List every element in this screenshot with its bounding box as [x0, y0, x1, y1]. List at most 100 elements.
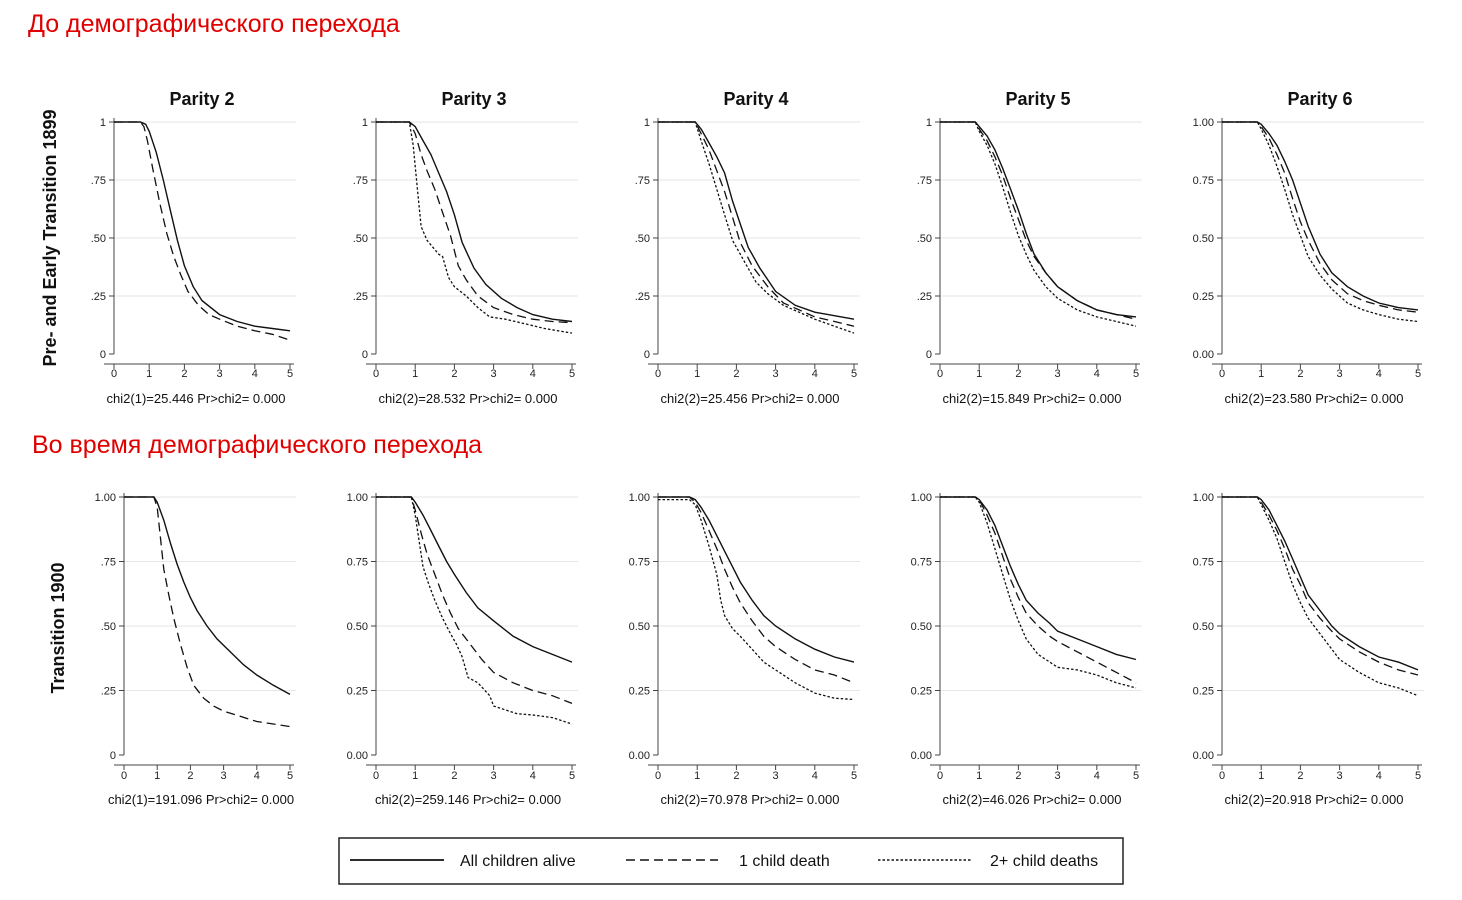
y-tick-label: 0.75 [629, 557, 650, 569]
y-tick-label: 0.50 [347, 621, 368, 633]
x-tick-label: 2 [1015, 368, 1021, 380]
y-tick-label: 1.00 [347, 492, 368, 504]
y-tick-label: .25 [635, 291, 650, 303]
series-line-all-children-alive [376, 496, 573, 663]
x-tick-label: 1 [154, 770, 160, 782]
x-tick-label: 5 [1133, 368, 1139, 380]
y-tick-label: .50 [101, 621, 116, 633]
y-tick-label: 1 [926, 117, 932, 129]
y-tick-label: 0.50 [911, 621, 932, 633]
x-tick-label: 4 [254, 770, 260, 782]
panel-r1-c3: Parity 4 0 .25 .50 .75 1 0 1 2 3 4 5 chi2(2)=25.456 … [592, 77, 872, 427]
x-tick-label: 1 [412, 368, 418, 380]
y-tick-label: 1.00 [629, 492, 650, 504]
x-tick-label: 3 [221, 770, 227, 782]
x-tick-label: 0 [373, 770, 379, 782]
y-tick-label: 1.00 [1193, 492, 1214, 504]
x-tick-label: 4 [530, 770, 536, 782]
y-tick-label: .25 [353, 291, 368, 303]
x-tick-label: 5 [851, 368, 857, 380]
y-tick-label: 0 [644, 349, 650, 361]
series-line-2-child-deaths [376, 121, 573, 334]
y-tick-label: 0.25 [1193, 686, 1214, 698]
x-tick-label: 3 [1055, 770, 1061, 782]
x-tick-label: 1 [976, 770, 982, 782]
chi-square-stat: chi2(1)=25.446 Pr>chi2= 0.000 [107, 391, 286, 406]
y-tick-label: .25 [917, 291, 932, 303]
y-tick-label: 1.00 [95, 492, 116, 504]
x-tick-label: 4 [1094, 770, 1100, 782]
series-line-2-child-deaths [658, 498, 855, 701]
x-tick-label: 3 [1337, 368, 1343, 380]
x-tick-label: 4 [1094, 368, 1100, 380]
x-tick-label: 0 [121, 770, 127, 782]
y-tick-label: 1.00 [1193, 117, 1214, 129]
legend-label: 2+ child deaths [990, 853, 1098, 870]
x-tick-label: 3 [1337, 770, 1343, 782]
y-tick-label: .75 [101, 557, 116, 569]
x-tick-label: 5 [851, 770, 857, 782]
x-tick-label: 4 [252, 368, 258, 380]
x-tick-label: 2 [733, 770, 739, 782]
x-tick-label: 0 [937, 770, 943, 782]
y-tick-label: .50 [353, 233, 368, 245]
x-tick-label: 2 [181, 368, 187, 380]
y-tick-label: 0.00 [1193, 750, 1214, 762]
x-tick-label: 1 [1258, 770, 1264, 782]
x-tick-label: 3 [217, 368, 223, 380]
y-tick-label: .50 [917, 233, 932, 245]
series-line-1-child-death [940, 121, 1137, 320]
panel-r2-c1: 0 .25 .50 .75 1.00 0 1 2 3 4 5 chi2(1)=191.096 Pr>c… [28, 478, 308, 828]
series-line-1-child-death [658, 496, 855, 684]
y-tick-label: 0.00 [629, 750, 650, 762]
panel-background [28, 77, 308, 427]
series-line-all-children-alive [658, 496, 855, 663]
series-line-all-children-alive [658, 121, 855, 320]
x-tick-label: 2 [1015, 770, 1021, 782]
series-line-all-children-alive [940, 496, 1137, 661]
y-tick-label: 0 [926, 349, 932, 361]
panel-background [592, 77, 872, 427]
panel-r1-c4: Parity 5 0 .25 .50 .75 1 0 1 2 3 4 5 chi2(2)=15.849 … [874, 77, 1154, 427]
panel-title: Parity 3 [441, 89, 506, 109]
legend: All children alive 1 child death 2+ child … [338, 837, 1124, 885]
panel-r2-c3: 0.00 0.25 0.50 0.75 1.00 0 1 2 3 4 5 chi2(2)=70.978… [592, 478, 872, 828]
y-tick-label: .75 [91, 175, 106, 187]
panel-background [310, 478, 590, 828]
series-line-1-child-death [1222, 496, 1419, 676]
y-tick-label: .25 [91, 291, 106, 303]
y-tick-label: 0.50 [629, 621, 650, 633]
panel-title: Parity 6 [1287, 89, 1352, 109]
x-tick-label: 4 [1376, 770, 1382, 782]
chi-square-stat: chi2(2)=70.978 Pr>chi2= 0.000 [661, 792, 840, 807]
series-line-1-child-death [376, 121, 573, 324]
series-line-1-child-death [376, 496, 573, 705]
series-line-all-children-alive [376, 121, 573, 323]
panel-background [874, 77, 1154, 427]
y-tick-label: .75 [353, 175, 368, 187]
y-tick-label: 1 [362, 117, 368, 129]
panel-background [592, 478, 872, 828]
y-tick-label: 0.75 [1193, 557, 1214, 569]
x-tick-label: 5 [569, 368, 575, 380]
series-line-1-child-death [658, 121, 855, 327]
chi-square-stat: chi2(2)=20.918 Pr>chi2= 0.000 [1225, 792, 1404, 807]
y-tick-label: 0 [362, 349, 368, 361]
series-line-1-child-death [940, 496, 1137, 684]
x-tick-label: 5 [569, 770, 575, 782]
panel-r1-c1: Parity 2 0 .25 .50 .75 1 0 1 2 3 4 5chi2(1)=25.446 … [28, 77, 308, 427]
y-tick-label: 0.25 [629, 686, 650, 698]
x-tick-label: 0 [655, 368, 661, 380]
series-line-2-child-deaths [658, 121, 855, 334]
x-tick-label: 1 [146, 368, 152, 380]
x-tick-label: 2 [187, 770, 193, 782]
series-line-2-child-deaths [940, 496, 1137, 689]
x-tick-label: 5 [1133, 770, 1139, 782]
series-line-all-children-alive [114, 121, 291, 332]
x-tick-label: 2 [1297, 770, 1303, 782]
y-tick-label: 0.25 [347, 686, 368, 698]
series-line-1-child-death [124, 496, 291, 728]
x-tick-label: 1 [412, 770, 418, 782]
chi-square-stat: chi2(2)=23.580 Pr>chi2= 0.000 [1225, 391, 1404, 406]
